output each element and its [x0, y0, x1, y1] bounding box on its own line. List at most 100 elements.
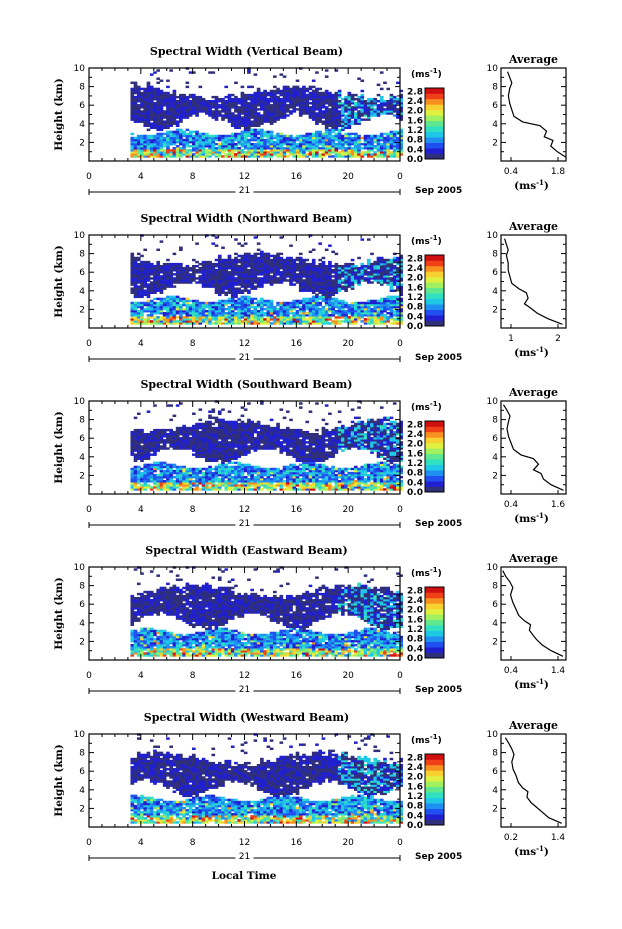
heatmap-cell: [373, 309, 378, 313]
heatmap-cell: [315, 273, 319, 276]
heatmap-cell: [140, 87, 144, 91]
heatmap-cell: [140, 451, 144, 454]
heatmap-cell: [140, 455, 144, 458]
heatmap-cell: [221, 108, 225, 111]
heatmap-cell: [156, 465, 161, 469]
heatmap-cell: [353, 118, 358, 121]
heatmap-cell: [308, 322, 313, 325]
heatmap-cell: [295, 299, 300, 303]
heatmap-cell: [192, 136, 196, 140]
heatmap-cell: [366, 99, 371, 103]
heatmap-cell: [363, 301, 368, 305]
heatmap-cell: [260, 93, 264, 97]
heatmap-cell: [373, 307, 378, 311]
heatmap-cell: [198, 104, 203, 107]
heatmap-cell: [250, 318, 254, 321]
heatmap-cell: [331, 120, 335, 123]
heatmap-cell: [386, 87, 391, 91]
heatmap-cell: [179, 269, 183, 272]
heatmap-cell: [334, 153, 339, 156]
heatmap-cell: [149, 453, 154, 456]
heatmap-cell: [392, 106, 397, 109]
heatmap-cell: [282, 93, 287, 97]
heatmap-cell: [234, 314, 238, 317]
heatmap-cell: [214, 118, 219, 121]
heatmap-cell: [285, 97, 290, 101]
heatmap-cell: [140, 486, 144, 489]
heatmap-cell: [175, 301, 180, 305]
heatmap-cell: [237, 264, 242, 268]
heatmap-cell: [383, 81, 387, 85]
heatmap-cell: [227, 287, 232, 290]
heatmap-cell: [298, 97, 303, 101]
heatmap-cell: [383, 269, 387, 272]
heatmap-cell: [217, 301, 222, 305]
heatmap-cell: [159, 285, 164, 288]
heatmap-cell: [240, 303, 245, 307]
heatmap-cell: [204, 132, 209, 136]
heatmap-cell: [208, 320, 212, 323]
heatmap-cell: [282, 142, 287, 146]
heatmap-cell: [179, 299, 183, 303]
heatmap-cell: [347, 97, 352, 101]
heatmap-cell: [188, 273, 193, 276]
heatmap-cell: [334, 301, 339, 305]
heatmap-cell: [344, 281, 348, 284]
heatmap-cell: [179, 437, 183, 440]
heatmap-cell: [166, 475, 170, 479]
heatmap-cell: [166, 104, 170, 107]
heatmap-cell: [347, 118, 352, 121]
heatmap-cell: [159, 155, 164, 158]
heatmap-cell: [195, 147, 199, 150]
heatmap-cell: [318, 314, 323, 317]
heatmap-cell: [302, 301, 306, 305]
heatmap-cell: [295, 93, 300, 97]
heatmap-cell: [282, 138, 287, 142]
heatmap-cell: [162, 120, 167, 123]
heatmap-cell: [140, 277, 144, 280]
heatmap-cell: [357, 95, 361, 99]
heatmap-cell: [295, 320, 300, 323]
colorbar-unit-sup: -1: [430, 67, 438, 75]
heatmap-cell: [308, 301, 313, 305]
heatmap-cell: [243, 258, 248, 262]
heatmap-cell: [292, 314, 297, 317]
heatmap-cell: [204, 271, 209, 274]
heatmap-cell: [130, 480, 135, 483]
heatmap-cell: [221, 246, 225, 249]
heatmap-cell: [234, 303, 238, 307]
colorbar-segment: [425, 115, 444, 122]
heatmap-cell: [133, 256, 138, 260]
heatmap-cell: [136, 93, 141, 97]
heatmap-cell: [337, 116, 342, 119]
heatmap-cell: [302, 314, 306, 317]
heatmap-cell: [311, 91, 316, 95]
heatmap-cell: [328, 112, 332, 115]
heatmap-cell: [143, 114, 148, 117]
heatmap-cell: [389, 108, 394, 111]
heatmap-cell: [344, 318, 348, 321]
heatmap-cell: [149, 488, 154, 491]
heatmap-cell: [188, 312, 193, 315]
heatmap-cell: [269, 254, 274, 258]
heatmap-cell: [166, 437, 170, 440]
heatmap-cell: [331, 99, 335, 103]
heatmap-cell: [350, 132, 355, 136]
heatmap-cell: [224, 145, 229, 148]
colorbar-segment: [425, 137, 444, 143]
heatmap-cell: [353, 114, 358, 117]
heatmap-cell: [214, 273, 219, 276]
heatmap-cell: [331, 140, 335, 144]
heatmap-cell: [247, 128, 251, 132]
avg-y-tick-label: 4: [492, 120, 498, 130]
heatmap-cell: [230, 116, 235, 119]
heatmap-cell: [162, 471, 167, 475]
heatmap-cell: [179, 322, 183, 325]
heatmap-cell: [211, 104, 216, 107]
heatmap-cell: [383, 301, 387, 305]
heatmap-cell: [201, 138, 206, 142]
heatmap-cell: [166, 93, 170, 97]
heatmap-cell: [237, 301, 242, 305]
heatmap-cell: [169, 102, 173, 105]
heatmap-cell: [227, 142, 232, 146]
